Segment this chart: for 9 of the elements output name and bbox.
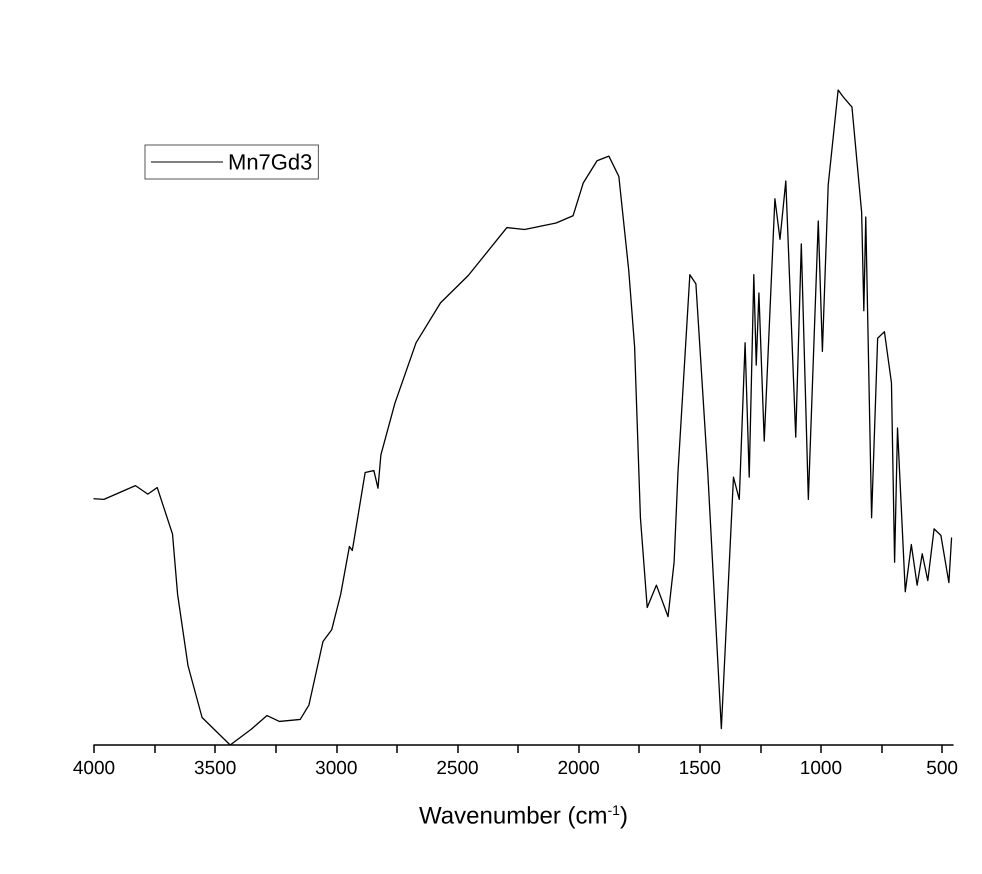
x-tick-label: 4000	[72, 758, 116, 779]
x-tick-label: 500	[926, 758, 958, 779]
x-tick-label: 2500	[436, 758, 479, 779]
x-tick-label: 1000	[800, 758, 842, 779]
x-tick-label: 1500	[678, 758, 721, 779]
legend-label: Mn7Gd3	[228, 150, 312, 174]
x-tick-label: 2000	[557, 758, 600, 779]
x-tick-label: 3000	[315, 758, 358, 779]
x-tick-label: 3500	[194, 758, 236, 779]
